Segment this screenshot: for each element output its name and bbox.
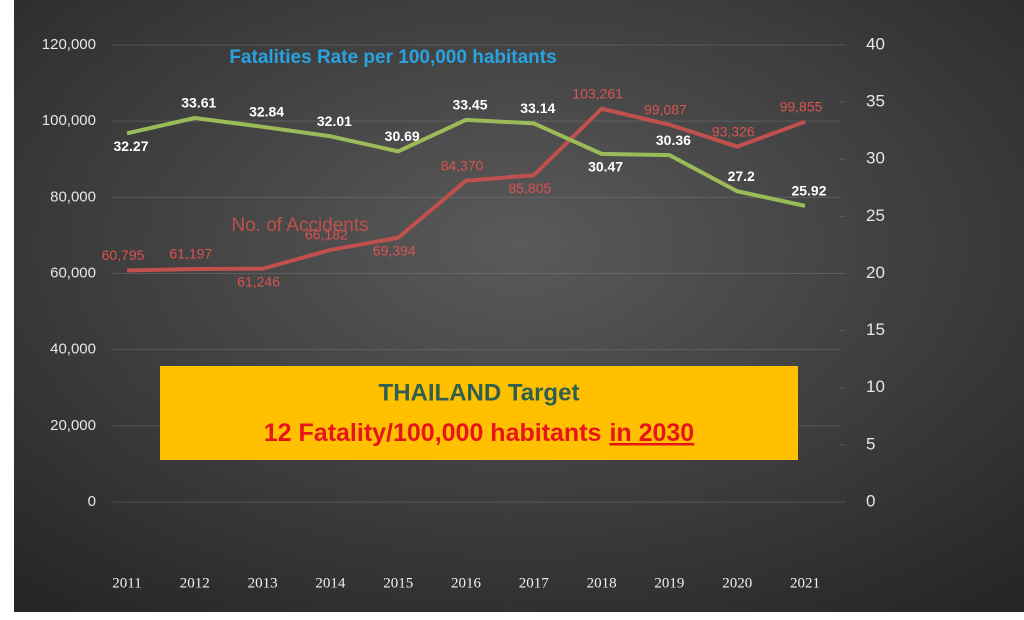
y2-tick-label: 0 bbox=[866, 491, 875, 510]
y2-tick-label: 15 bbox=[866, 320, 885, 339]
y-tick-label: 80,000 bbox=[50, 188, 96, 205]
data-label: 60,795 bbox=[102, 247, 145, 263]
data-label: 93,326 bbox=[712, 123, 755, 139]
x-tick-label: 2018 bbox=[587, 575, 617, 591]
y2-tick-label: 10 bbox=[866, 377, 885, 396]
target-box bbox=[160, 366, 798, 460]
x-tick-label: 2013 bbox=[248, 575, 278, 591]
x-tick-label: 2011 bbox=[112, 575, 141, 591]
data-label: 66,182 bbox=[305, 227, 348, 243]
x-tick-label: 2020 bbox=[722, 575, 752, 591]
x-tick-label: 2021 bbox=[790, 575, 820, 591]
data-label: 33.61 bbox=[181, 95, 216, 111]
data-label: 61,197 bbox=[169, 246, 212, 262]
data-label: 32.84 bbox=[249, 104, 284, 120]
target-text: 12 Fatality/100,000 habitants in 2030 bbox=[264, 419, 694, 447]
data-label: 103,261 bbox=[572, 85, 623, 101]
chart-title: Fatalities Rate per 100,000 habitants bbox=[229, 47, 556, 68]
y-tick-label: 120,000 bbox=[42, 36, 96, 53]
y2-tick-label: 40 bbox=[866, 34, 885, 53]
data-label: 30.47 bbox=[588, 159, 623, 175]
x-tick-label: 2015 bbox=[383, 575, 413, 591]
x-tick-label: 2016 bbox=[451, 575, 482, 591]
y-tick-label: 40,000 bbox=[50, 341, 96, 358]
y2-tick-label: 25 bbox=[866, 206, 885, 225]
target-text-main: 12 Fatality/100,000 habitants bbox=[264, 419, 602, 447]
data-label: 32.27 bbox=[113, 138, 148, 154]
data-label: 25.92 bbox=[791, 183, 826, 199]
data-label: 84,370 bbox=[441, 157, 484, 173]
x-tick-label: 2012 bbox=[180, 575, 210, 591]
y-tick-label: 100,000 bbox=[42, 112, 96, 129]
x-tick-label: 2017 bbox=[519, 575, 550, 591]
y-tick-label: 0 bbox=[88, 493, 96, 510]
data-label: 99,855 bbox=[780, 98, 823, 114]
y-tick-label: 60,000 bbox=[50, 264, 96, 281]
y-tick-label: 20,000 bbox=[50, 417, 96, 434]
data-label: 33.45 bbox=[452, 97, 487, 113]
data-label: 85,805 bbox=[508, 180, 551, 196]
annotation: No. of Accidents bbox=[231, 215, 368, 236]
y2-tick-label: 20 bbox=[866, 263, 885, 282]
data-label: 33.14 bbox=[520, 100, 555, 116]
y2-tick-label: 5 bbox=[866, 434, 875, 453]
data-label: 30.36 bbox=[656, 132, 691, 148]
series-line bbox=[126, 116, 806, 208]
data-label: 32.01 bbox=[317, 113, 352, 129]
data-label: 69,394 bbox=[373, 242, 416, 258]
data-label: 99,087 bbox=[644, 101, 687, 117]
data-label: 61,246 bbox=[237, 273, 280, 289]
y2-tick-label: 30 bbox=[866, 149, 885, 168]
data-label: 27.2 bbox=[728, 168, 755, 184]
x-tick-label: 2019 bbox=[654, 575, 684, 591]
chart-background bbox=[14, 0, 1024, 612]
series-line bbox=[126, 106, 806, 273]
target-text-emphasis: in 2030 bbox=[609, 419, 694, 447]
x-tick-label: 2014 bbox=[315, 575, 346, 591]
target-title: THAILAND Target bbox=[379, 379, 580, 406]
y2-tick-label: 35 bbox=[866, 92, 885, 111]
data-label: 30.69 bbox=[385, 128, 420, 144]
